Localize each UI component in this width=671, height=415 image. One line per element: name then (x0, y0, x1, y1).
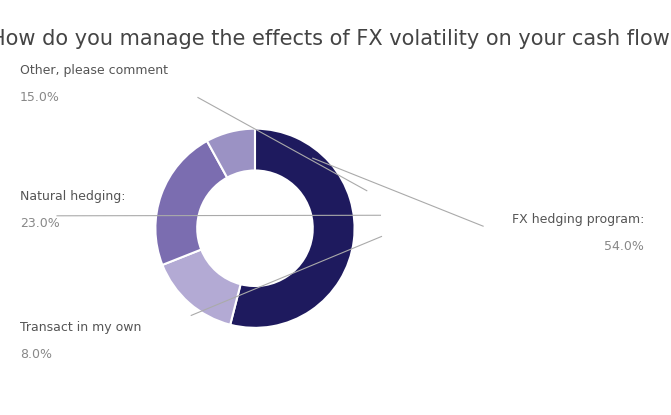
Wedge shape (156, 141, 227, 265)
Text: Other, please comment: Other, please comment (20, 64, 168, 77)
Wedge shape (230, 129, 354, 328)
Wedge shape (207, 129, 255, 178)
Text: FX hedging program:: FX hedging program: (512, 213, 644, 226)
Text: 15.0%: 15.0% (20, 91, 60, 104)
Text: How do you manage the effects of FX volatility on your cash flow?: How do you manage the effects of FX vola… (0, 29, 671, 49)
Wedge shape (162, 249, 241, 325)
Text: 23.0%: 23.0% (20, 217, 60, 230)
Text: Natural hedging:: Natural hedging: (20, 190, 125, 203)
Text: 54.0%: 54.0% (605, 240, 644, 253)
Text: 8.0%: 8.0% (20, 348, 52, 361)
Text: Transact in my own: Transact in my own (20, 321, 142, 334)
